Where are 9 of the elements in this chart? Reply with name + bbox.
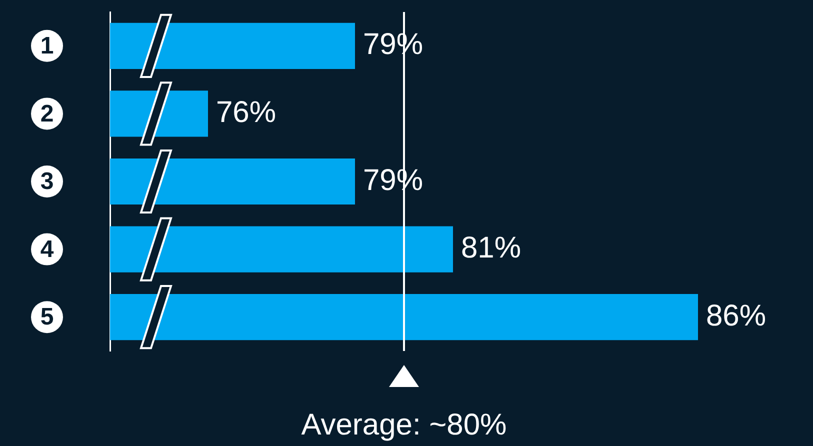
y-tick-label: 4 [40, 236, 54, 263]
data-label: 76% [216, 96, 276, 129]
y-tick-label: 2 [40, 100, 54, 128]
data-label: 81% [461, 232, 522, 265]
y-tick-label: 1 [40, 32, 54, 60]
data-label: 86% [706, 299, 766, 332]
y-tick-label: 5 [40, 304, 54, 331]
y-tick-label: 3 [40, 168, 54, 196]
ref-line-label: Average: ~80% [301, 408, 507, 442]
